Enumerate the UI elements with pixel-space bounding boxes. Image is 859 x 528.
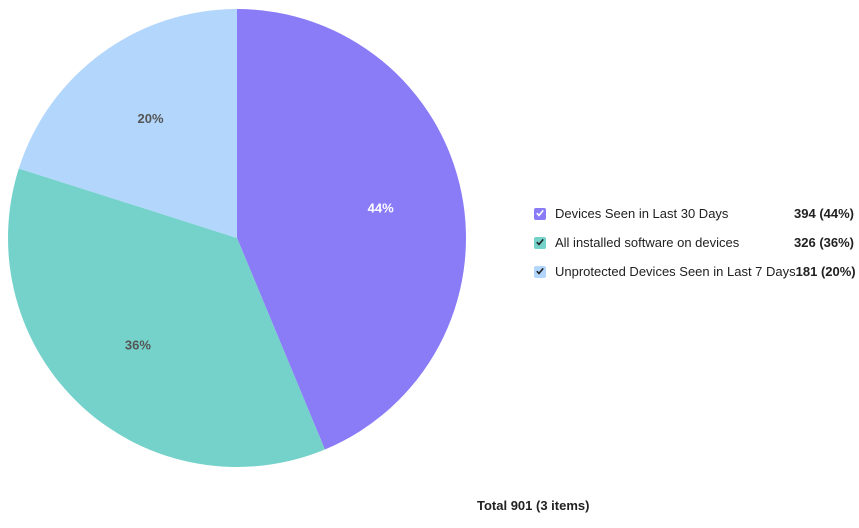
legend-checkbox[interactable]	[534, 236, 546, 249]
pie-slice-2[interactable]	[8, 168, 325, 467]
pie-slice-label-1: 44%	[368, 201, 394, 216]
pie-slice-label-3: 20%	[137, 111, 163, 126]
legend-label: Devices Seen in Last 30 Days	[555, 206, 729, 221]
pie-slice-3[interactable]	[18, 8, 237, 239]
checkmark-icon	[536, 209, 544, 217]
legend-item-1[interactable]: Devices Seen in Last 30 Days 394 (44%)	[534, 199, 854, 228]
pie-chart: 44% 36% 20%	[8, 8, 466, 467]
legend-label: All installed software on devices	[555, 235, 740, 250]
checkmark-icon	[536, 267, 544, 275]
total-summary: Total 901 (3 items)	[477, 498, 590, 513]
pie-slice-label-2: 36%	[125, 337, 151, 352]
legend-checkbox[interactable]	[534, 207, 546, 220]
checkmark-icon	[536, 238, 544, 246]
pie-slice-1[interactable]	[237, 9, 466, 450]
legend-item-2[interactable]: All installed software on devices 326 (36…	[534, 228, 854, 257]
legend-item-3[interactable]: Unprotected Devices Seen in Last 7 Days 1…	[534, 257, 856, 286]
legend-value: 326 (36%)	[794, 235, 854, 250]
legend-value: 181 (20%)	[795, 264, 856, 279]
legend-label: Unprotected Devices Seen in Last 7 Days	[555, 264, 796, 279]
chart-legend: Devices Seen in Last 30 Days 394 (44%) All…	[534, 199, 856, 286]
legend-value: 394 (44%)	[794, 206, 854, 221]
legend-checkbox[interactable]	[534, 265, 546, 278]
